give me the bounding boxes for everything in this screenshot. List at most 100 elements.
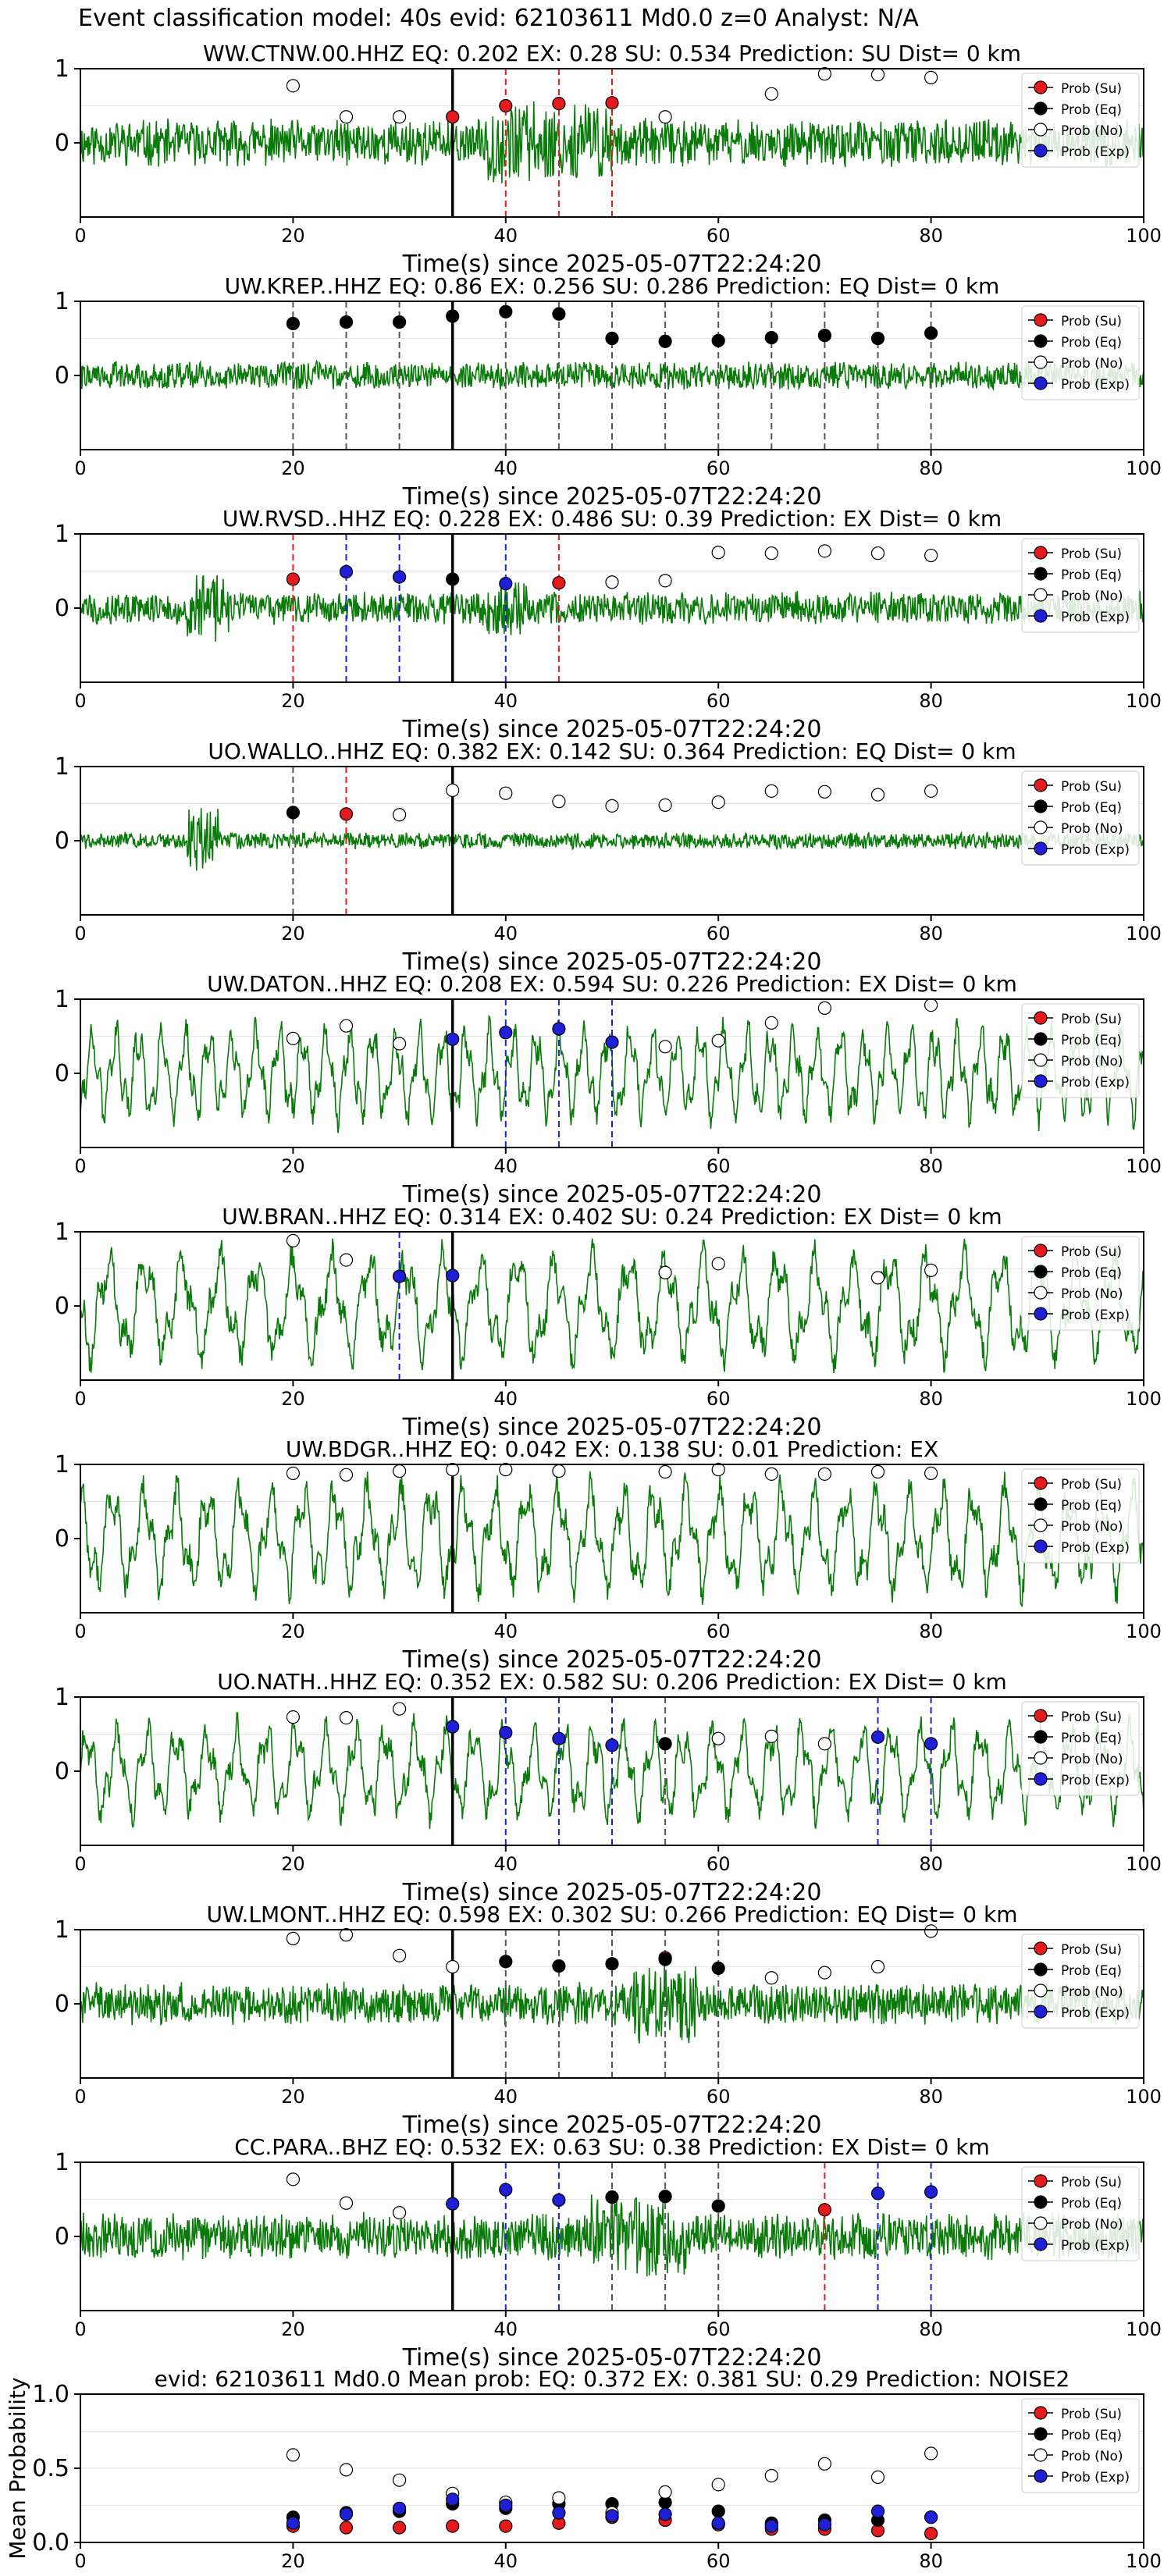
x-tick-label: 80 (919, 1155, 943, 1177)
mean-point-su (393, 2521, 407, 2535)
prob-point-eq (393, 315, 407, 329)
legend-marker-exp (1034, 2469, 1048, 2483)
prob-point-eq (658, 1952, 672, 1966)
x-tick-label: 20 (281, 2550, 305, 2572)
prob-point-no (658, 574, 672, 588)
prob-point-no (605, 799, 619, 813)
x-tick-label: 100 (1126, 225, 1162, 247)
x-tick-label: 20 (281, 923, 305, 945)
x-tick-label: 0 (74, 457, 86, 479)
prob-point-no (924, 1466, 938, 1481)
y-tick-label: 0 (55, 130, 69, 157)
x-tick-label: 80 (919, 2318, 943, 2340)
prob-point-no (764, 546, 778, 560)
y-tick-label: 0 (55, 1525, 69, 1553)
prob-point-eq (711, 333, 725, 347)
prob-point-exp (446, 1720, 460, 1734)
legend: Prob (Su) Prob (Eq) Prob (No) Prob (Exp) (1021, 73, 1140, 168)
prob-point-exp (924, 2185, 938, 2199)
prob-point-no (286, 1031, 300, 1045)
legend-box (1021, 1003, 1140, 1098)
prob-point-su (446, 110, 460, 124)
y-tick-label: 0.0 (32, 2529, 69, 2556)
y-tick-label: 0 (55, 2223, 69, 2250)
x-tick-label: 80 (919, 923, 943, 945)
prob-point-exp (393, 1269, 407, 1283)
legend-marker-eq (1034, 2195, 1048, 2209)
x-tick-label: 40 (494, 225, 518, 247)
y-tick-label: 1 (55, 1219, 69, 1246)
legend-label: Prob (No) (1061, 589, 1123, 604)
mean-point-su (924, 2527, 938, 2541)
legend-marker-exp (1034, 841, 1048, 856)
x-axis-label: Time(s) since 2025-05-07T22:24:20 (402, 716, 822, 743)
prob-point-eq (817, 329, 832, 343)
mean-point-no (870, 2470, 885, 2484)
panel-title: UO.NATH..HHZ EQ: 0.352 EX: 0.582 SU: 0.2… (217, 1669, 1007, 1695)
prob-point-no (870, 1959, 885, 1974)
mean-point-no (658, 2485, 672, 2499)
prob-point-su (552, 97, 566, 111)
legend-marker-eq (1034, 1032, 1048, 1046)
prob-point-no (286, 1710, 300, 1724)
prob-point-no (764, 87, 778, 101)
prob-point-no (339, 1468, 354, 1482)
legend: Prob (Su) Prob (Eq) Prob (No) Prob (Exp) (1021, 2398, 1140, 2493)
prob-point-eq (658, 334, 672, 348)
prob-point-eq (924, 326, 938, 340)
x-tick-label: 40 (494, 1853, 518, 1875)
mean-point-exp (339, 2507, 354, 2521)
prob-point-exp (446, 1268, 460, 1283)
y-tick-label: 0 (55, 1991, 69, 2018)
legend-marker-no (1034, 355, 1048, 369)
chart-panel-2: UW.KREP..HHZ EQ: 0.86 EX: 0.256 SU: 0.28… (55, 273, 1162, 511)
legend-label: Prob (Eq) (1061, 1265, 1122, 1281)
legend: Prob (Su) Prob (Eq) Prob (No) Prob (Exp) (1021, 2166, 1140, 2261)
legend-box (1021, 2398, 1140, 2493)
y-tick-label: 0 (55, 1293, 69, 1320)
prob-point-no (393, 110, 407, 124)
panel-title: UO.WALLO..HHZ EQ: 0.382 EX: 0.142 SU: 0.… (208, 738, 1016, 764)
prob-point-no (764, 1729, 778, 1743)
prob-point-no (817, 1001, 832, 1016)
prob-point-eq (552, 307, 566, 321)
y-tick-label: 1 (55, 55, 69, 83)
prob-point-no (870, 788, 885, 802)
prob-point-no (499, 786, 513, 800)
mean-point-no (817, 2457, 832, 2471)
x-tick-label: 40 (494, 690, 518, 712)
x-tick-label: 60 (707, 923, 731, 945)
prob-point-no (339, 110, 354, 124)
plot-frame (80, 1464, 1144, 1614)
x-tick-label: 20 (281, 690, 305, 712)
prob-point-exp (499, 1726, 513, 1740)
x-axis-label: Time(s) since 2025-05-07T22:24:20 (402, 251, 822, 278)
prob-point-eq (711, 1961, 725, 1975)
y-tick-label: 0.5 (32, 2455, 69, 2482)
legend-label: Prob (Exp) (1061, 610, 1130, 625)
legend-marker-exp (1034, 2005, 1048, 2019)
prob-point-no (658, 110, 672, 124)
prob-point-su (286, 572, 300, 586)
prob-point-no (924, 548, 938, 563)
legend-label: Prob (Su) (1061, 1710, 1122, 1725)
legend-label: Prob (Eq) (1061, 1498, 1122, 1514)
y-tick-label: 0 (55, 827, 69, 855)
prob-point-no (339, 1711, 354, 1725)
x-axis-label: Time(s) since 2025-05-07T22:24:20 (402, 948, 822, 976)
legend: Prob (Su) Prob (Eq) Prob (No) Prob (Exp) (1021, 1468, 1140, 1564)
prob-point-no (817, 785, 832, 799)
y-tick-label: 1 (55, 753, 69, 781)
legend-label: Prob (No) (1061, 2449, 1123, 2464)
x-tick-label: 60 (707, 457, 731, 479)
legend-marker-no (1034, 1053, 1048, 1067)
x-tick-label: 60 (707, 1388, 731, 1410)
prob-point-no (393, 1037, 407, 1051)
legend-marker-exp (1034, 376, 1048, 390)
waveform-trace (80, 1471, 1144, 1607)
x-tick-label: 60 (707, 2550, 731, 2572)
prob-point-no (817, 544, 832, 558)
x-tick-label: 100 (1126, 2550, 1162, 2572)
mean-point-exp (552, 2506, 566, 2520)
x-tick-label: 80 (919, 1853, 943, 1875)
